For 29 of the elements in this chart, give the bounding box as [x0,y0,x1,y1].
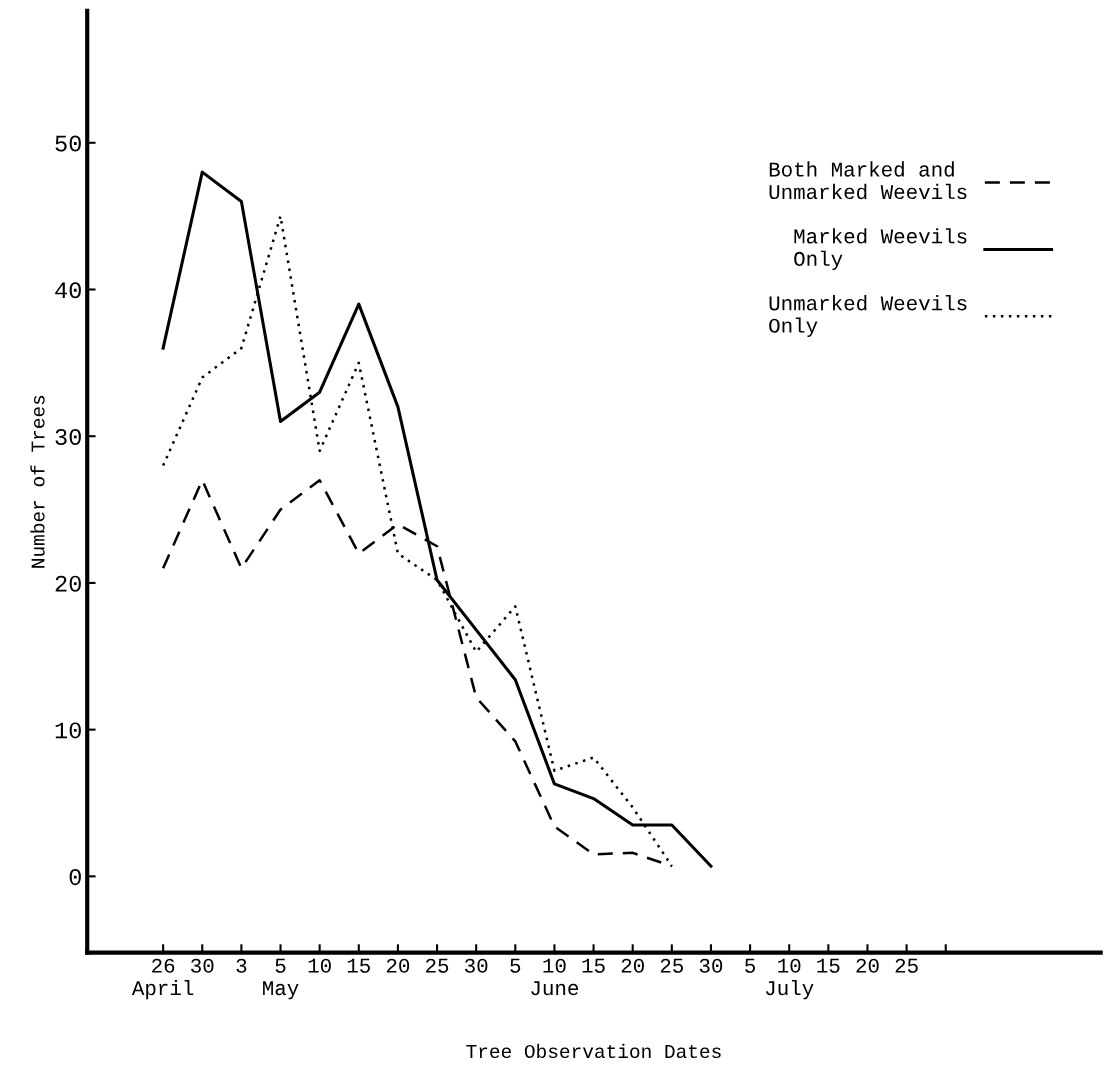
x-tick-label: 15 [347,958,370,973]
x-tick-label: 5 [745,958,756,973]
x-tick-label: 15 [817,958,840,973]
x-tick-label: 10 June [531,958,579,996]
y-tick-label: 30 [55,428,81,445]
y-axis-title: Number of Trees [30,395,45,568]
x-tick-label: 30 [699,958,723,973]
x-tick-label: 10 [308,958,331,973]
x-tick-label: 15 [582,958,605,973]
y-tick-label: 10 [55,722,81,739]
x-tick-label: 25 [426,958,449,973]
x-tick-label: 3 [236,958,247,973]
y-tick-label: 40 [55,282,81,299]
x-tick-label: 20 [621,958,644,973]
legend-label: Marked Weevils Only [794,228,967,271]
y-tick-label: 0 [69,869,81,886]
x-tick-label: 25 [895,958,918,973]
legend-label: Unmarked Weevils Only [769,295,967,337]
x-tick-label: 5 [510,958,521,973]
x-tick-label: 30 [464,958,488,973]
x-tick-label: 10 July [766,958,814,1000]
x-axis-title: Tree Observation Dates [466,1043,721,1059]
legend-label: Both Marked and Unmarked Weevils [769,161,967,200]
y-tick-label: 50 [55,135,81,152]
x-tick-label: 25 [660,958,683,973]
y-tick-label: 20 [55,575,81,592]
x-tick-label: 5 May [263,958,299,1000]
x-tick-label: 20 [386,958,410,973]
x-tick-label: 20 [856,958,879,973]
